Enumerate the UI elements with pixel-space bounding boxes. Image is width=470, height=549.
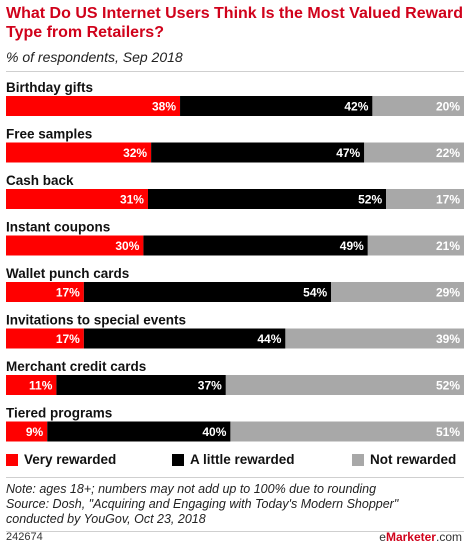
data-label-little: 52% <box>358 193 382 207</box>
legend-label-not: Not rewarded <box>370 452 457 467</box>
note-line: Note: ages 18+; numbers may not add up t… <box>6 482 377 496</box>
category-label: Instant coupons <box>6 220 110 235</box>
data-label-little: 44% <box>257 332 281 346</box>
bar-segment-very <box>6 235 144 256</box>
data-label-not: 29% <box>436 286 460 300</box>
bar-segment-not <box>225 375 464 395</box>
data-label-very: 31% <box>120 193 144 207</box>
data-label-very: 32% <box>123 146 147 160</box>
bar-segment-very <box>6 96 181 116</box>
data-label-little: 40% <box>202 425 226 439</box>
category-label: Wallet punch cards <box>6 266 129 281</box>
data-label-little: 49% <box>340 239 364 253</box>
bar-segment-not <box>364 142 464 163</box>
data-label-little: 47% <box>336 146 360 160</box>
bar-segment-little <box>83 328 286 349</box>
category-label: Free samples <box>6 127 92 142</box>
emarketer-logo: eMarketer.com <box>379 530 462 544</box>
data-label-little: 42% <box>344 100 368 114</box>
legend-swatch-not <box>352 453 364 466</box>
chart-id: 242674 <box>6 531 43 543</box>
data-label-very: 9% <box>26 425 44 439</box>
data-label-very: 11% <box>29 379 53 393</box>
bar-segment-little <box>151 142 365 163</box>
legend-item-not: Not rewarded <box>352 452 456 467</box>
bottom-divider <box>6 477 464 478</box>
data-label-not: 39% <box>436 332 460 346</box>
bar-segment-not <box>372 96 464 116</box>
bar-segment-little <box>180 96 373 116</box>
chart-subtitle: % of respondents, Sep 2018 <box>6 49 183 65</box>
data-label-very: 17% <box>56 332 80 346</box>
category-label: Tiered programs <box>6 406 112 421</box>
bar-segment-not <box>230 421 464 442</box>
bar-segment-little <box>147 189 387 209</box>
legend-label-very: Very rewarded <box>24 452 117 467</box>
bar-segment-very <box>6 328 84 349</box>
legend-item-little: A little rewarded <box>172 452 295 467</box>
data-label-not: 51% <box>436 425 460 439</box>
bar-segment-little <box>56 375 226 395</box>
data-label-little: 37% <box>198 379 222 393</box>
chart-title: What Do US Internet Users Think Is the M… <box>6 5 463 41</box>
footer-divider <box>6 531 464 532</box>
bar-segment-very <box>6 282 84 302</box>
legend-label-little: A little rewarded <box>190 452 295 467</box>
bar-segment-not <box>285 328 464 349</box>
legend-swatch-little <box>172 453 184 466</box>
data-label-very: 38% <box>152 100 176 114</box>
data-label-very: 30% <box>115 239 139 253</box>
data-label-not: 52% <box>436 379 460 393</box>
bar-segment-not <box>367 235 464 256</box>
category-label: Merchant credit cards <box>6 359 146 374</box>
top-divider <box>6 71 464 72</box>
bar-segment-very <box>6 189 148 209</box>
bar-segment-little <box>143 235 368 256</box>
data-label-not: 21% <box>436 239 460 253</box>
legend: Very rewarded A little rewarded Not rewa… <box>0 452 470 472</box>
bar-segment-very <box>6 142 152 163</box>
data-label-little: 54% <box>303 286 327 300</box>
bar-segment-not <box>331 282 464 302</box>
bar-segment-not <box>386 189 464 209</box>
stacked-bar-chart: Birthday gifts 38% 42% 20% Free samples 32% 47… <box>6 80 464 442</box>
data-label-not: 20% <box>436 100 460 114</box>
data-label-very: 17% <box>56 286 80 300</box>
category-label: Invitations to special events <box>6 313 186 328</box>
bar-segment-very <box>6 375 57 395</box>
legend-swatch-very <box>6 453 18 466</box>
data-label-not: 22% <box>436 146 460 160</box>
category-label: Birthday gifts <box>6 80 93 95</box>
note-line: Source: Dosh, "Acquiring and Engaging wi… <box>6 497 399 511</box>
legend-item-very: Very rewarded <box>6 452 116 467</box>
note-line: conducted by YouGov, Oct 23, 2018 <box>6 512 206 526</box>
bar-segment-little <box>83 282 332 302</box>
category-label: Cash back <box>6 173 74 188</box>
bar-segment-little <box>47 421 231 442</box>
bar-segment-very <box>6 421 48 442</box>
source-note: Note: ages 18+; numbers may not add up t… <box>6 482 466 527</box>
data-label-not: 17% <box>436 193 460 207</box>
